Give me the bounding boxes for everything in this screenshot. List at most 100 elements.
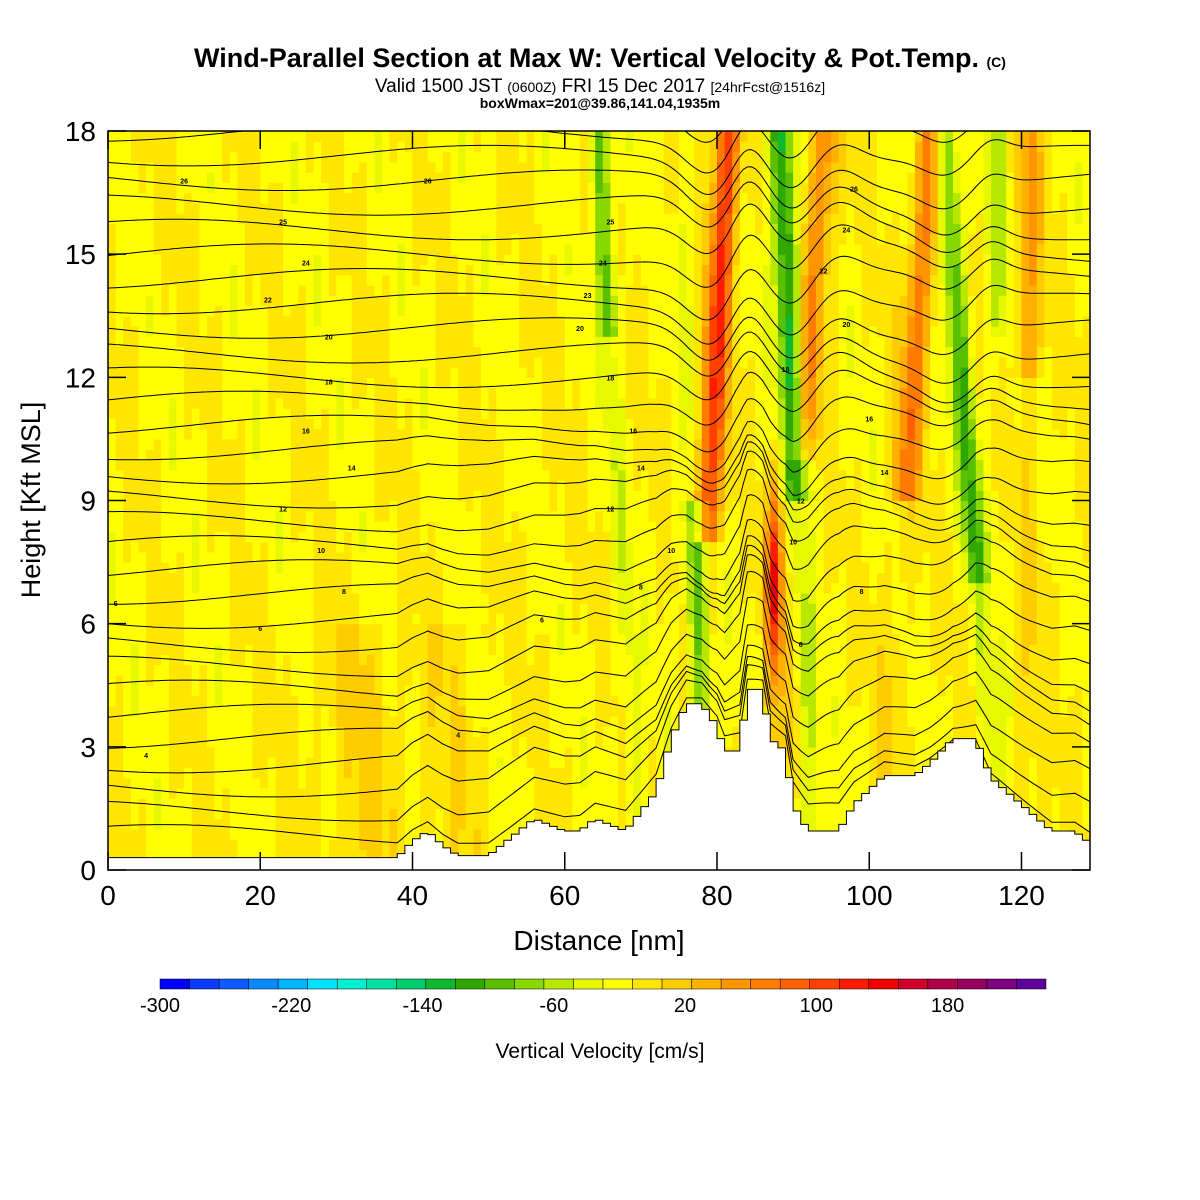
velocity-cell: [374, 757, 383, 768]
velocity-cell: [557, 264, 566, 276]
velocity-cell: [283, 849, 292, 861]
velocity-cell: [404, 336, 414, 348]
velocity-cell: [351, 746, 360, 758]
velocity-cell: [176, 633, 185, 645]
velocity-cell: [321, 849, 330, 861]
velocity-cell: [123, 264, 132, 276]
velocity-cell: [435, 541, 444, 553]
velocity-cell: [168, 356, 178, 368]
velocity-cell: [313, 479, 322, 491]
velocity-cell: [305, 726, 315, 738]
velocity-cell: [199, 397, 208, 409]
velocity-cell: [633, 695, 642, 707]
velocity-cell: [214, 161, 223, 173]
velocity-cell: [481, 716, 490, 727]
velocity-cell: [465, 613, 474, 625]
velocity-cell: [541, 346, 551, 358]
velocity-cell: [382, 798, 391, 810]
velocity-cell: [260, 336, 269, 348]
velocity-cell: [108, 336, 117, 348]
velocity-cell: [549, 264, 558, 276]
velocity-cell: [458, 315, 467, 327]
velocity-cell: [153, 387, 162, 399]
velocity-cell: [138, 387, 147, 399]
velocity-cell: [382, 562, 391, 573]
velocity-cell: [465, 161, 474, 173]
velocity-cell: [214, 818, 223, 830]
velocity-cell: [206, 705, 216, 717]
velocity-cell: [488, 716, 497, 727]
velocity-cell: [579, 674, 589, 686]
velocity-cell: [587, 408, 596, 419]
velocity-cell: [557, 695, 566, 707]
velocity-cell: [206, 490, 216, 502]
velocity-cell: [260, 777, 269, 789]
velocity-cell: [184, 592, 193, 604]
velocity-cell: [283, 654, 292, 666]
velocity-cell: [465, 777, 474, 789]
velocity-cell: [541, 161, 551, 173]
velocity-cell: [130, 644, 140, 656]
velocity-cell: [633, 633, 642, 645]
velocity-cell: [442, 572, 452, 584]
velocity-cell: [130, 479, 140, 491]
velocity-cell: [595, 243, 604, 255]
velocity-cell: [176, 243, 185, 255]
velocity-cell: [290, 356, 299, 368]
velocity-cell: [442, 623, 452, 635]
velocity-cell: [161, 808, 170, 820]
velocity-cell: [503, 151, 513, 163]
velocity-cell: [488, 644, 497, 656]
velocity-cell: [267, 664, 277, 676]
velocity-cell: [481, 603, 490, 615]
velocity-cell: [557, 726, 566, 738]
velocity-cell: [618, 531, 627, 543]
velocity-cell: [602, 438, 612, 450]
velocity-cell: [458, 223, 467, 235]
velocity-cell: [564, 161, 573, 173]
velocity-cell: [579, 202, 589, 214]
velocity-cell: [260, 131, 269, 142]
velocity-cell: [404, 377, 414, 389]
velocity-cell: [161, 521, 170, 532]
velocity-cell: [336, 397, 345, 409]
velocity-cell: [366, 562, 376, 573]
velocity-cell: [458, 603, 467, 615]
velocity-cell: [153, 182, 162, 194]
velocity-cell: [123, 582, 132, 594]
velocity-cell: [473, 223, 482, 235]
velocity-cell: [511, 746, 520, 758]
velocity-cell: [435, 274, 444, 286]
velocity-cell: [245, 223, 254, 235]
velocity-cell: [389, 644, 398, 656]
velocity-cell: [534, 213, 543, 224]
velocity-cell: [420, 757, 429, 768]
velocity-cell: [275, 572, 284, 584]
velocity-cell: [138, 828, 147, 840]
velocity-cell: [541, 469, 551, 481]
velocity-cell: [237, 408, 246, 419]
velocity-cell: [229, 151, 239, 163]
velocity-cell: [633, 644, 642, 656]
velocity-cell: [541, 182, 551, 194]
velocity-cell: [138, 695, 147, 707]
velocity-cell: [305, 243, 315, 255]
velocity-cell: [412, 449, 421, 461]
velocity-cell: [252, 326, 261, 337]
velocity-cell: [549, 387, 558, 399]
velocity-cell: [503, 161, 513, 173]
velocity-cell: [579, 438, 589, 450]
velocity-cell: [427, 644, 436, 656]
velocity-cell: [168, 828, 178, 840]
velocity-cell: [587, 705, 596, 717]
velocity-cell: [549, 531, 558, 543]
velocity-cell: [130, 233, 140, 245]
velocity-cell: [496, 521, 505, 532]
velocity-cell: [488, 223, 497, 235]
velocity-cell: [526, 479, 535, 491]
velocity-cell: [602, 449, 612, 461]
velocity-cell: [305, 808, 315, 820]
velocity-cell: [572, 428, 581, 440]
velocity-cell: [519, 603, 528, 615]
velocity-cell: [108, 562, 117, 573]
